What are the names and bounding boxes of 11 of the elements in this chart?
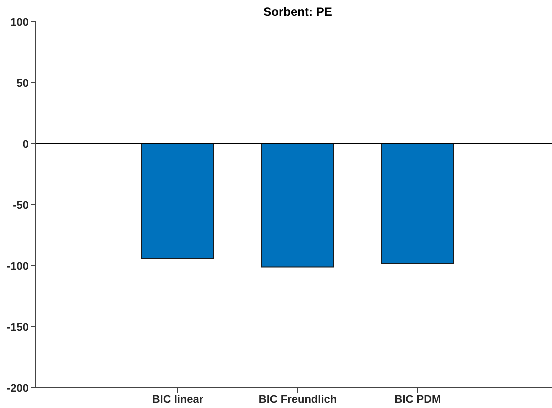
chart-title: Sorbent: PE (264, 5, 332, 19)
y-tick-label: 100 (10, 16, 29, 29)
y-tick-label: -200 (6, 382, 29, 395)
x-tick-label: BIC PDM (394, 394, 442, 406)
y-tick-label: -50 (13, 200, 29, 212)
x-tick-label: BIC linear (152, 394, 204, 406)
y-tick-label: 0 (22, 138, 29, 151)
y-tick-label: 50 (16, 78, 29, 90)
y-tick-label: -100 (6, 260, 29, 273)
y-tick-label: -150 (6, 322, 29, 334)
x-tick-label: BIC Freundlich (258, 394, 338, 406)
